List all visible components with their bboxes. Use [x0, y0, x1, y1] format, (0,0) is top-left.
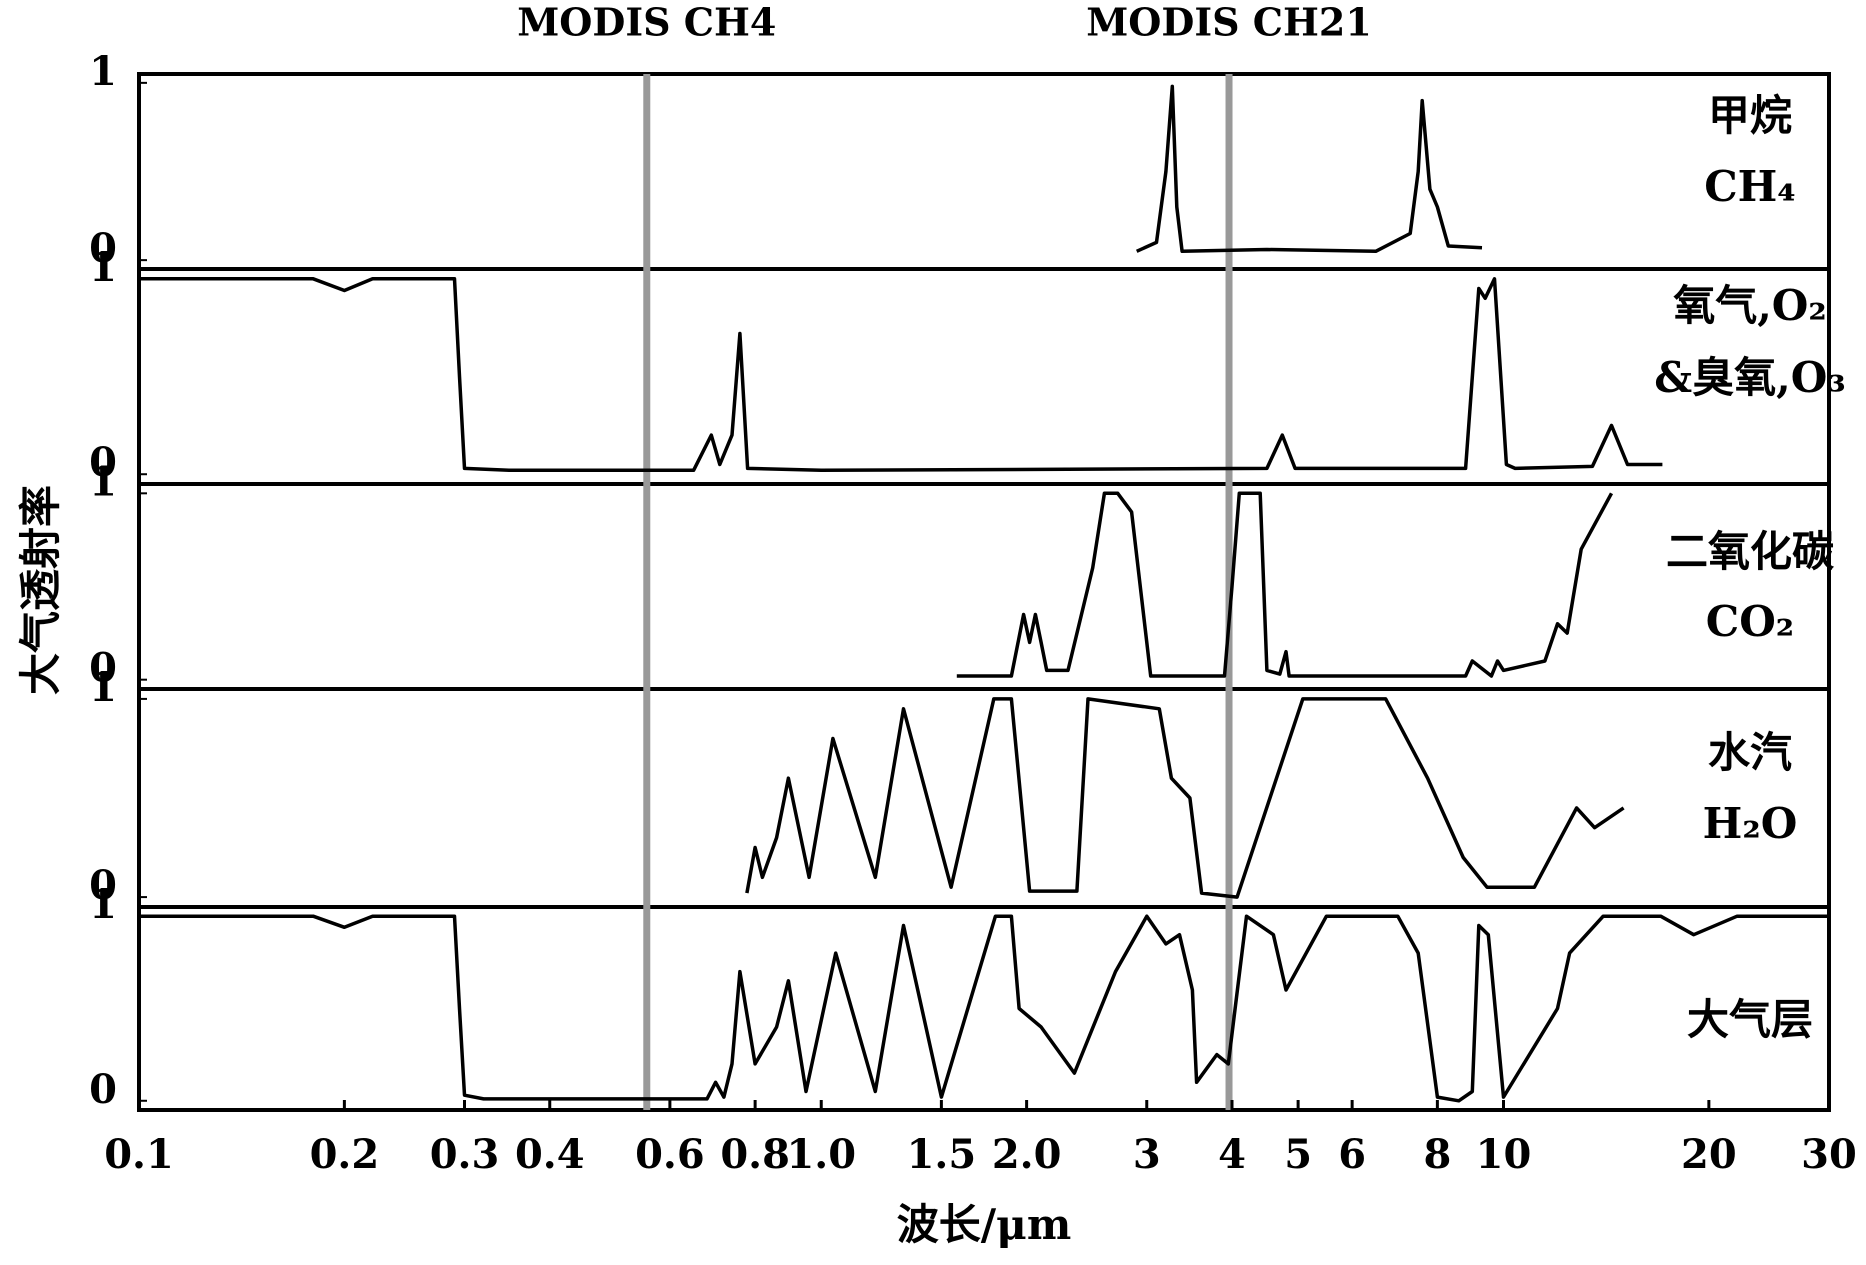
series-line: [745, 697, 1625, 899]
panel-label: 大气层: [1687, 995, 1813, 1044]
x-tick-label: 5: [1284, 1131, 1312, 1178]
y-tick-label: 0: [89, 862, 117, 909]
x-tick-label: 30: [1801, 1131, 1857, 1178]
panel-label: 水汽: [1708, 728, 1792, 777]
x-tick-label: 20: [1681, 1131, 1737, 1178]
x-tick-label: 0.8: [720, 1131, 790, 1178]
series-line: [139, 277, 1663, 473]
y-tick-label: 1: [89, 48, 117, 95]
panel-label: 二氧化碳: [1666, 527, 1835, 576]
x-tick-label: 0.3: [430, 1131, 500, 1178]
x-tick-label: 0.4: [515, 1131, 585, 1178]
series-line: [1135, 84, 1483, 254]
y-tick-label: 1: [89, 458, 117, 505]
annotation-label: MODIS CH21: [1086, 0, 1372, 45]
x-tick-label: 2.0: [992, 1131, 1062, 1178]
x-tick-label: 10: [1476, 1131, 1532, 1178]
panel-frame: [137, 267, 1831, 486]
x-tick-label: 3: [1133, 1131, 1161, 1178]
series-line: [139, 914, 1829, 1103]
x-tick-label: 0.1: [104, 1131, 174, 1178]
panel-frame: [137, 687, 1831, 909]
y-tick-label: 0: [89, 225, 117, 272]
panel-frame: [137, 905, 1831, 1112]
panel-label: 甲烷: [1708, 91, 1792, 140]
y-tick-label: 0: [89, 645, 117, 692]
y-tick-label: 1: [89, 881, 117, 928]
x-tick-label: 4: [1218, 1131, 1246, 1178]
x-tick-label: 1.0: [786, 1131, 856, 1178]
y-axis-label: 大气透射率: [16, 485, 65, 695]
annotation-label: MODIS CH4: [517, 0, 776, 45]
x-tick-label: 0.6: [635, 1131, 705, 1178]
panel-label: H₂O: [1703, 799, 1798, 848]
y-tick-label: 1: [89, 244, 117, 291]
x-axis-label: 波长/μm: [897, 1200, 1072, 1249]
x-tick-label: 6: [1338, 1131, 1366, 1178]
x-tick-label: 0.2: [310, 1131, 380, 1178]
panel-label: CO₂: [1706, 597, 1794, 646]
y-tick-label: 0: [89, 439, 117, 486]
panel-label: 氧气,O₂: [1673, 281, 1827, 330]
x-tick-label: 1.5: [907, 1131, 977, 1178]
series-line: [956, 491, 1614, 678]
panel-label: CH₄: [1704, 162, 1796, 211]
y-tick-label: 0: [89, 1066, 117, 1113]
x-tick-label: 8: [1423, 1131, 1451, 1178]
panel-frame: [137, 72, 1831, 271]
panel-label: &臭氧,O₃: [1654, 353, 1846, 402]
y-tick-label: 1: [89, 664, 117, 711]
